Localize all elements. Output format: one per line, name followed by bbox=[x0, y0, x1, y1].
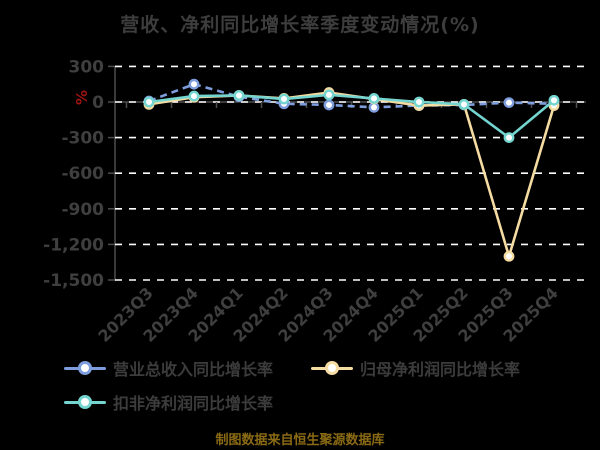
legend-label-deducted-profit-growth: 扣非净利润同比增长率 bbox=[113, 394, 274, 413]
data-point-marker bbox=[503, 97, 515, 108]
data-point-marker bbox=[188, 90, 200, 102]
data-point-marker bbox=[278, 93, 290, 105]
data-point-marker bbox=[548, 94, 560, 106]
y-axis-tick-label: -600 bbox=[61, 164, 104, 184]
legend-label-net-profit-growth: 归母净利润同比增长率 bbox=[360, 360, 521, 379]
revenue-series-marker-icon bbox=[64, 361, 106, 375]
data-point-marker bbox=[503, 132, 515, 144]
data-point-marker bbox=[458, 98, 470, 110]
chart-title: 营收、净利同比增长率季度变动情况(%) bbox=[120, 14, 480, 36]
data-point-marker bbox=[188, 78, 200, 90]
data-point-marker bbox=[233, 90, 245, 101]
chart-legend: 营业总收入同比增长率 归母净利润同比增长率 扣非净利润同比增长率 bbox=[64, 356, 564, 414]
series-line-2 bbox=[148, 93, 555, 139]
data-point-marker bbox=[323, 99, 335, 111]
line-chart-plot-area: 3000-300-600-900-1,200-1,500%2023Q32023Q… bbox=[43, 57, 586, 346]
data-point-marker bbox=[503, 250, 515, 262]
y-axis-tick-label: -300 bbox=[61, 129, 104, 149]
y-axis-tick-label: 300 bbox=[69, 57, 105, 77]
y-axis-unit-label: % bbox=[73, 90, 91, 105]
legend-item-deducted-profit-growth[interactable]: 扣非净利润同比增长率 bbox=[64, 390, 273, 414]
legend-label-revenue-growth: 营业总收入同比增长率 bbox=[113, 360, 274, 379]
y-axis-tick-label: 0 bbox=[92, 93, 104, 113]
deducted-profit-series-marker-icon bbox=[64, 395, 106, 409]
data-source-note: 制图数据来自恒生聚源数据库 bbox=[215, 433, 385, 448]
series-line-0 bbox=[148, 82, 555, 109]
data-point-marker bbox=[323, 89, 335, 101]
data-point-marker bbox=[368, 93, 380, 104]
y-axis-tick-label: -1,500 bbox=[43, 271, 104, 291]
y-axis-tick-label: -1,200 bbox=[43, 235, 104, 255]
legend-item-revenue-growth[interactable]: 营业总收入同比增长率 bbox=[64, 356, 273, 380]
series-line-1 bbox=[148, 91, 556, 258]
legend-item-net-profit-growth[interactable]: 归母净利润同比增长率 bbox=[311, 356, 520, 380]
data-point-marker bbox=[143, 96, 155, 108]
y-axis-tick-label: -900 bbox=[61, 200, 104, 220]
net-profit-series-marker-icon bbox=[311, 361, 354, 375]
data-point-marker bbox=[413, 96, 425, 108]
